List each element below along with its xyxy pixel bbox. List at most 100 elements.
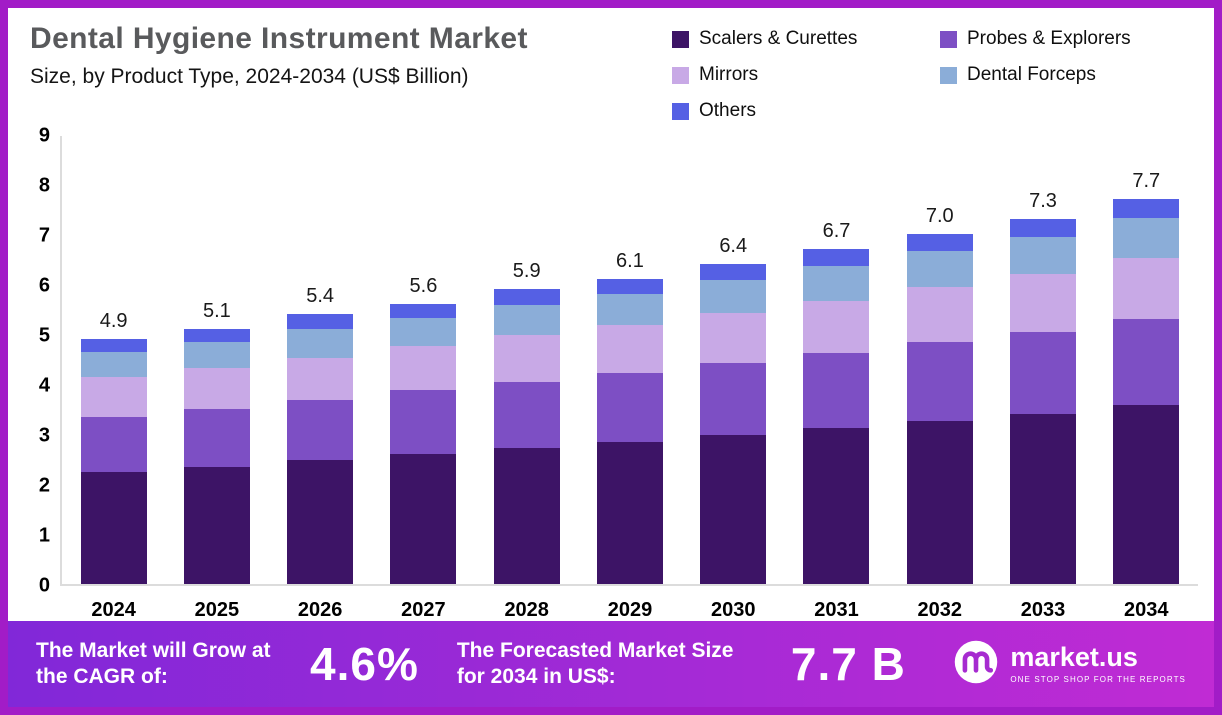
bar-segment (390, 346, 457, 390)
legend-item: Scalers & Curettes (672, 28, 922, 50)
bar-segment (287, 400, 354, 460)
bar-total-label: 5.1 (202, 300, 231, 322)
bar-segment (287, 329, 354, 358)
y-axis-tick: 9 (38, 124, 50, 147)
y-axis-tick: 2 (38, 474, 50, 497)
page-subtitle: Size, by Product Type, 2024-2034 (US$ Bi… (30, 65, 469, 88)
legend-swatch-icon (940, 66, 957, 84)
legend-label: Probes & Explorers (967, 28, 1131, 49)
bar-column: 5.4 2026 (284, 136, 356, 621)
bar-segment (803, 353, 870, 428)
bar-segment (700, 313, 767, 363)
forecast-label: The Forecasted Market Size for 2034 in U… (456, 638, 734, 688)
bar-column: 5.6 2027 (387, 136, 459, 621)
bar-segment (183, 409, 250, 467)
bar-total-label: 5.9 (512, 260, 541, 282)
bar-total-label: 5.4 (306, 285, 335, 307)
bar-segment (1010, 414, 1077, 584)
bar-segment (1113, 319, 1180, 405)
y-axis-tick: 3 (38, 424, 50, 447)
legend-item: Probes & Explorers (940, 28, 1190, 50)
bar-stack (906, 234, 973, 584)
bar-segment (390, 318, 457, 346)
bar-segment (803, 249, 870, 266)
legend-label: Others (699, 100, 757, 121)
x-axis-label: 2024 (91, 599, 136, 621)
x-axis-label: 2028 (504, 599, 549, 621)
bar-segment (183, 368, 250, 409)
x-axis-label: 2029 (607, 599, 653, 621)
bar-segment (493, 289, 560, 305)
bar-stack (596, 279, 663, 584)
bar-segment (700, 280, 767, 313)
bar-segment (390, 304, 457, 318)
bar-segment (700, 264, 767, 280)
bar-column: 4.9 2024 (78, 136, 150, 621)
chart-header: Dental Hygiene Instrument Market Size, b… (8, 8, 1214, 122)
bar-total-label: 5.6 (409, 275, 438, 297)
bar-segment (80, 339, 147, 352)
bar-segment (906, 287, 973, 342)
bar-segment (1010, 219, 1077, 237)
bar-segment (906, 234, 973, 251)
bar-segment (596, 441, 663, 584)
bar-segment (493, 334, 560, 382)
bar-segment (80, 351, 147, 377)
bar-segment (493, 382, 560, 448)
bar-stack (1010, 219, 1077, 584)
bar-segment (596, 294, 663, 325)
legend-swatch-icon (672, 102, 689, 120)
bar-stack (493, 289, 560, 584)
bar-segment (803, 300, 870, 353)
y-axis-tick: 0 (38, 574, 50, 597)
bar-segment (1010, 236, 1077, 274)
bar-segment (183, 342, 250, 368)
bar-segment (390, 454, 457, 584)
brand-block: market.us ONE STOP SHOP FOR THE REPORTS (952, 638, 1186, 691)
bar-segment (183, 329, 250, 342)
bar-column: 5.9 2028 (491, 136, 563, 621)
y-axis-tick: 5 (38, 324, 50, 347)
bar-column: 7.0 2032 (904, 136, 976, 621)
legend-label: Mirrors (699, 64, 759, 85)
bar-segment (287, 357, 354, 400)
forecast-value: 7.7 B (790, 638, 906, 690)
bar-total-label: 7.3 (1029, 190, 1057, 212)
bar-stack (390, 304, 457, 584)
bar-column: 5.1 2025 (181, 136, 253, 621)
legend-label: Dental Forceps (967, 64, 1096, 85)
bar-stack (80, 339, 147, 584)
bar-segment (596, 325, 663, 373)
bar-segment (287, 460, 354, 584)
bar-segment (596, 279, 663, 294)
x-axis-label: 2032 (917, 599, 963, 621)
bar-segment (596, 372, 663, 442)
bar-segment (493, 304, 560, 335)
bar-segment (1113, 218, 1180, 258)
legend-swatch-icon (940, 30, 957, 48)
bar-total-label: 4.9 (99, 310, 128, 332)
bar-segment (1113, 258, 1180, 319)
bar-segment (80, 471, 147, 584)
bar-segment (906, 251, 973, 287)
bar-total-label: 6.1 (616, 250, 644, 272)
bar-stack (287, 314, 354, 584)
bar-segment (803, 266, 870, 301)
x-axis-label: 2027 (401, 599, 446, 621)
y-axis-tick: 1 (38, 524, 50, 547)
y-axis-tick: 8 (38, 174, 50, 197)
bar-segment (906, 421, 973, 584)
bar-segment (906, 342, 973, 421)
bar-total-label: 7.0 (925, 205, 954, 227)
bar-segment (183, 466, 250, 584)
bars-row: 4.9 2024 5.1 2025 5.4 2026 5.6 2027 5.9 2028 6.1 20… (62, 136, 1198, 621)
legend-label: Scalers & Curettes (699, 28, 858, 49)
legend: Scalers & Curettes Probes & Explorers Mirr… (672, 22, 1190, 122)
x-axis-label: 2025 (194, 599, 240, 621)
bar-segment (1010, 331, 1077, 414)
cagr-label: The Market will Grow at the CAGR of: (36, 638, 271, 688)
bar-total-label: 6.7 (822, 220, 851, 242)
bar-column: 7.7 2034 (1110, 136, 1182, 621)
